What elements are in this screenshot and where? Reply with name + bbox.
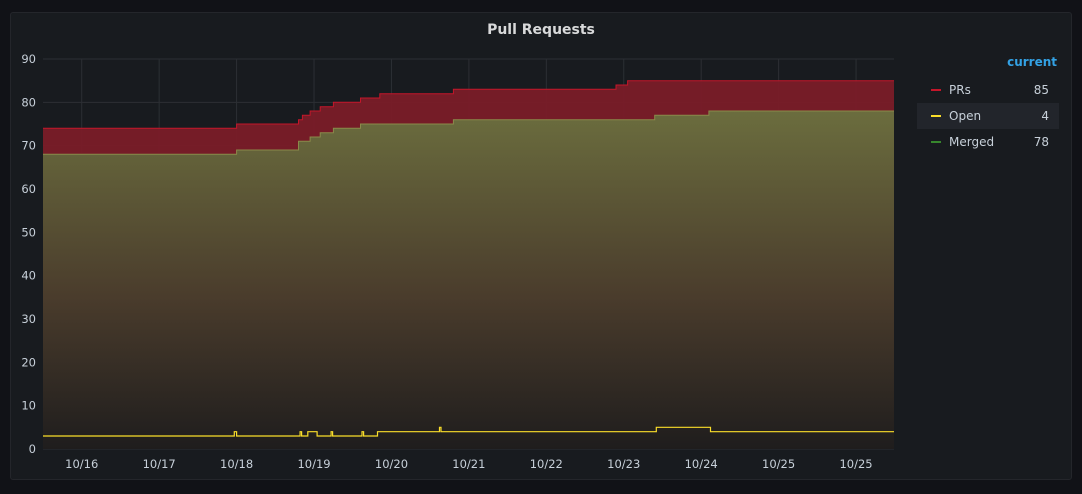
series-line-prs (43, 80, 894, 129)
legend-item-value: 85 (1033, 83, 1049, 97)
x-tick-label: 10/25 (762, 457, 795, 471)
legend-item-open[interactable]: Open 4 (917, 103, 1059, 129)
y-tick-label: 90 (21, 52, 36, 66)
legend-header-current[interactable]: current (1007, 55, 1057, 69)
legend-swatch (931, 89, 941, 91)
legend-item-name: Merged (949, 135, 995, 149)
y-tick-label: 50 (21, 225, 36, 239)
y-tick-label: 70 (21, 139, 36, 153)
x-tick-label: 10/18 (220, 457, 253, 471)
x-tick-label: 10/23 (607, 457, 640, 471)
y-tick-label: 30 (21, 312, 36, 326)
legend-item-merged[interactable]: Merged 78 (917, 129, 1059, 155)
panel-title[interactable]: Pull Requests (487, 22, 595, 38)
y-tick-label: 80 (21, 95, 36, 109)
legend-swatch (931, 115, 941, 117)
x-tick-label: 10/24 (685, 457, 718, 471)
y-tick-label: 20 (21, 355, 36, 369)
x-tick-label: 10/25 (839, 457, 872, 471)
legend-item-name: PRs (949, 83, 971, 97)
legend-item-value: 78 (1033, 135, 1049, 149)
series-line-open (43, 426, 894, 437)
x-tick-label: 10/22 (530, 457, 563, 471)
y-tick-label: 10 (21, 399, 36, 413)
graph-panel: Pull Requests 0 10 20 30 40 50 60 70 80 90 10/16 10… (10, 12, 1072, 480)
x-tick-label: 10/17 (143, 457, 176, 471)
legend-item-prs[interactable]: PRs 85 (917, 77, 1059, 103)
legend-swatch (931, 141, 941, 143)
y-tick-label: 40 (21, 269, 36, 283)
x-tick-label: 10/20 (375, 457, 408, 471)
series-area-merged (43, 111, 894, 449)
series-line-merged (43, 110, 894, 155)
x-tick-label: 10/19 (297, 457, 330, 471)
y-tick-label: 60 (21, 182, 36, 196)
legend-item-value: 4 (1041, 109, 1049, 123)
legend: current PRs 85 Open 4 Merged 78 (917, 55, 1059, 155)
chart-canvas[interactable]: 0 10 20 30 40 50 60 70 80 90 10/16 10/17 10/18 10/19 1… (11, 13, 1071, 479)
x-tick-label: 10/16 (65, 457, 98, 471)
x-tick-label: 10/21 (452, 457, 485, 471)
y-tick-label: 0 (29, 442, 36, 456)
legend-item-name: Open (949, 109, 982, 123)
